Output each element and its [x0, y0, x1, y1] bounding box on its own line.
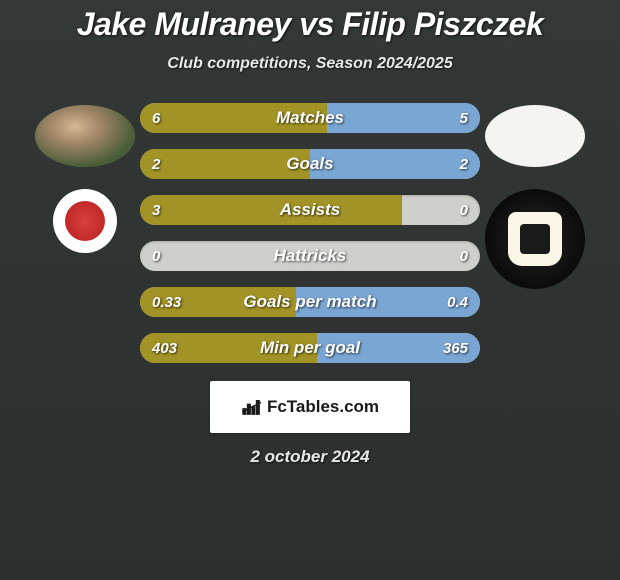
player-right-column [480, 103, 590, 289]
player-right-avatar [485, 105, 585, 167]
stat-bars: Matches65Goals22Assists30Hattricks00Goal… [140, 103, 480, 363]
player-left-crest [53, 189, 117, 253]
stat-bar-left-value: 6 [152, 103, 160, 133]
stat-bar-left-value: 403 [152, 333, 177, 363]
stat-bar: Min per goal403 365 [140, 333, 480, 363]
stat-bar-label: Hattricks [140, 241, 480, 271]
stat-bar-label: Min per goal [140, 333, 480, 363]
infographic-root: Jake Mulraney vs Filip Piszczek Club com… [0, 0, 620, 467]
stat-bar-left-value: 0 [152, 241, 160, 271]
footer-date: 2 october 2024 [0, 447, 620, 467]
stat-bar-right-value: 365 [443, 333, 468, 363]
stat-bar: Assists3 0 [140, 195, 480, 225]
stat-bar-label: Goals per match [140, 287, 480, 317]
branding-chart-icon [241, 398, 263, 416]
page-title: Jake Mulraney vs Filip Piszczek [0, 6, 620, 43]
player-left-avatar [35, 105, 135, 167]
branding-label: FcTables.com [267, 397, 379, 417]
branding-badge[interactable]: FcTables.com [210, 381, 410, 433]
stat-bar: Goals2 2 [140, 149, 480, 179]
stat-bar-right-value: 0.4 [447, 287, 468, 317]
stat-bar: Matches6 5 [140, 103, 480, 133]
stat-bar-left-value: 3 [152, 195, 160, 225]
stat-bar-right-value: 5 [460, 103, 468, 133]
stat-bar-right-value: 0 [460, 241, 468, 271]
player-left-column [30, 103, 140, 253]
main-row: Matches65Goals22Assists30Hattricks00Goal… [0, 103, 620, 363]
player-right-crest [485, 189, 585, 289]
stat-bar-label: Matches [140, 103, 480, 133]
stat-bar-label: Assists [140, 195, 480, 225]
stat-bar-left-value: 0.33 [152, 287, 181, 317]
crest-shelbourne-icon [65, 201, 105, 241]
stat-bar: Hattricks0 0 [140, 241, 480, 271]
stat-bar-right-value: 2 [460, 149, 468, 179]
stat-bar-right-value: 0 [460, 195, 468, 225]
avatar-photo-placeholder [35, 105, 135, 167]
stat-bar-label: Goals [140, 149, 480, 179]
stat-bar: Goals per match0.33 0.4 [140, 287, 480, 317]
stat-bar-left-value: 2 [152, 149, 160, 179]
subtitle: Club competitions, Season 2024/2025 [0, 55, 620, 73]
